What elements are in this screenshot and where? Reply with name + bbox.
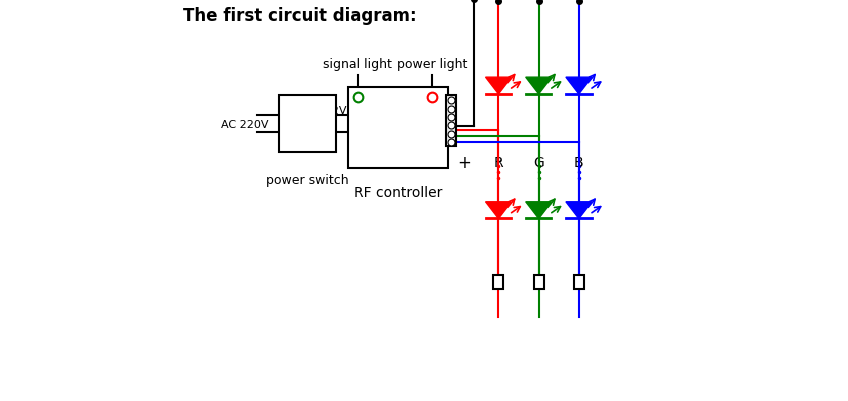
Text: G: G — [533, 156, 544, 169]
Text: AC 220V: AC 220V — [221, 119, 269, 129]
Bar — [446, 96, 456, 146]
Polygon shape — [526, 202, 551, 219]
Bar — [494, 276, 504, 290]
Text: signal light: signal light — [323, 58, 392, 71]
Polygon shape — [526, 78, 551, 95]
Bar — [574, 276, 583, 290]
Text: power switch: power switch — [266, 174, 349, 187]
Polygon shape — [486, 78, 511, 95]
Text: R: R — [494, 156, 503, 169]
Text: +: + — [284, 109, 294, 122]
Text: +: + — [457, 154, 471, 171]
Bar — [279, 96, 336, 152]
Text: B: B — [574, 156, 583, 169]
Text: -: - — [287, 126, 292, 139]
Text: RF controller: RF controller — [354, 186, 442, 199]
Text: power light: power light — [397, 58, 467, 71]
Text: power: power — [350, 128, 389, 141]
Polygon shape — [566, 78, 592, 95]
Polygon shape — [486, 202, 511, 219]
Bar — [533, 276, 544, 290]
Text: load: load — [419, 120, 445, 133]
Text: The first circuit diagram:: The first circuit diagram: — [182, 7, 416, 25]
Bar — [348, 88, 448, 168]
Text: DC 12V: DC 12V — [304, 105, 346, 115]
Polygon shape — [566, 202, 592, 219]
